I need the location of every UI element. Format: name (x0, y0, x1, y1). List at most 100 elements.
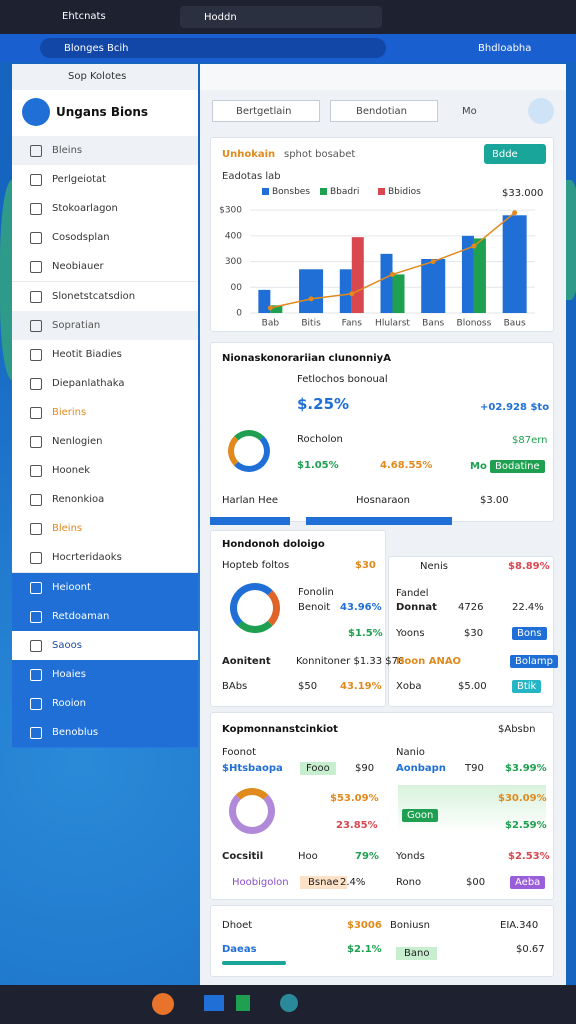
trend-point (267, 305, 273, 311)
card-text: Daeas (222, 944, 257, 955)
trend-point (349, 291, 355, 297)
card-text: $87ern (512, 435, 548, 446)
search-placeholder: Bendotian (356, 106, 407, 117)
sidebar-item-label: Hocrteridaoks (52, 552, 122, 564)
search-field[interactable] (212, 100, 320, 122)
bar (502, 215, 527, 313)
trend-point (512, 210, 518, 216)
card-text: Bons (512, 627, 547, 640)
chart-title: Unhokain (222, 149, 276, 160)
card-text: $30 (464, 628, 484, 639)
bar (473, 238, 486, 313)
url: Blonges Bcih (64, 43, 129, 54)
taskbar-icon[interactable] (236, 995, 250, 1011)
sidebar-logo (22, 98, 50, 126)
sidebar-item-label: Diepanlathaka (52, 377, 125, 389)
slider[interactable] (222, 961, 286, 965)
sidebar-icon (30, 639, 42, 652)
sidebar-icon (30, 261, 42, 274)
card-text: $3.99% (505, 763, 547, 774)
x-tick-label: Blonoss (457, 319, 492, 329)
avatar[interactable] (528, 98, 554, 124)
profile-name: Bhdloabha (478, 43, 532, 54)
card-text: Hoo (298, 851, 318, 862)
sidebar-item-label: Neobiauer (52, 261, 104, 273)
sidebar-item[interactable] (12, 601, 198, 632)
sidebar-icon (30, 465, 42, 478)
sidebar-icon (30, 290, 42, 303)
card-text: $30.09% (498, 793, 547, 804)
sidebar-item-label: Saoos (52, 639, 82, 651)
card-text: $90 (355, 763, 375, 774)
url-field[interactable] (40, 38, 386, 58)
bar (270, 305, 283, 313)
card-text: Aeba (510, 876, 546, 889)
button[interactable] (484, 144, 546, 164)
card-text: Foonot (222, 747, 257, 758)
y-tick-label: $300 (219, 206, 242, 216)
legend-label: Bonsbes (272, 187, 311, 197)
y-tick-label: 300 (225, 257, 242, 267)
bar (421, 259, 446, 313)
sidebar-item[interactable] (12, 252, 198, 283)
tab[interactable] (180, 6, 382, 28)
legend-label: Bbidios (388, 187, 421, 197)
card (210, 905, 554, 977)
card-text: Fooo (300, 762, 336, 775)
card-text: $1.05% (297, 460, 339, 471)
sidebar-icon (30, 406, 42, 419)
sidebar-item-label: Bleins (52, 523, 83, 535)
sidebar-item-label: Bleins (52, 145, 83, 156)
y-tick-label: 0 (236, 309, 242, 319)
x-tick-label: Baus (504, 319, 526, 329)
bar (461, 235, 474, 313)
taskbar-icon[interactable] (204, 995, 224, 1011)
sidebar-item[interactable] (12, 688, 198, 719)
card-text: Benoit (298, 602, 331, 613)
sidebar-item[interactable] (12, 718, 198, 748)
sidebar-item-label: Hoonek (52, 465, 91, 477)
sidebar-icon (30, 523, 42, 536)
toolbar (200, 64, 566, 90)
taskbar-icon[interactable] (152, 993, 174, 1015)
sidebar-item[interactable] (12, 427, 198, 457)
sidebar-title: Ungans Bions (56, 105, 149, 119)
bar (339, 269, 352, 313)
card-text: $1.5% (348, 628, 383, 639)
card-text: $2.53% (508, 851, 550, 862)
card-text: $2.1% (347, 944, 382, 955)
card-text: Bano (396, 947, 438, 960)
card-text: 43.96% (340, 602, 382, 613)
sidebar-item[interactable] (12, 543, 198, 574)
sidebar-item-label: Heioont (52, 581, 91, 593)
x-tick-label: Hlularst (375, 319, 410, 329)
sidebar-item[interactable] (12, 368, 198, 399)
card-text: Aonitent (222, 656, 271, 667)
legend-swatch (320, 188, 327, 195)
search-field[interactable] (330, 100, 438, 122)
taskbar-icon[interactable] (280, 994, 298, 1012)
card-text: Hoobigolon (232, 877, 289, 888)
card-text: EIA.340 (500, 920, 539, 931)
donut (229, 788, 275, 834)
card-text: $3.00 (480, 495, 509, 506)
sidebar-item-label: Benoblus (52, 727, 99, 738)
bar (351, 237, 364, 313)
sidebar-item[interactable] (12, 223, 198, 254)
legend-label: Bbadri (330, 187, 360, 197)
x-tick-label: Fans (342, 319, 363, 329)
trend-point (430, 259, 436, 265)
sidebar-icon (30, 494, 42, 507)
sidebar-tabstrip (12, 64, 198, 90)
sidebar-item-label: Renonkioa (52, 494, 105, 506)
card-text: Bsnae (300, 876, 347, 889)
bar (380, 253, 393, 313)
sidebar-icon (30, 552, 42, 565)
card-text: Xoba (396, 681, 422, 692)
card-text: 23.85% (336, 820, 378, 831)
card-text: $5.00 (458, 681, 487, 692)
card-text: Donnat (396, 602, 437, 613)
trend-point (390, 271, 395, 277)
button-label: Bdde (492, 149, 518, 160)
